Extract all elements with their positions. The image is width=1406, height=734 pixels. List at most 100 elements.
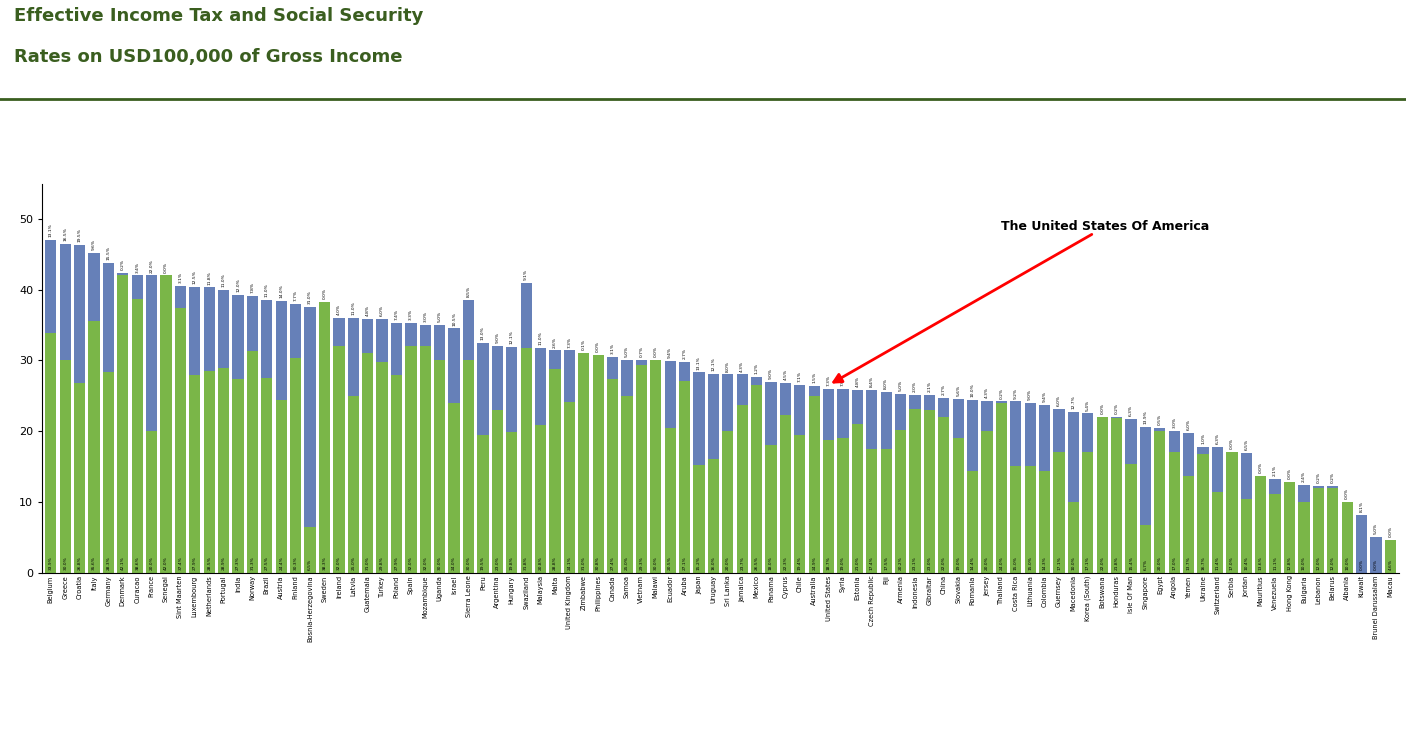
Text: 9.0%: 9.0%	[1028, 389, 1032, 400]
Bar	[1039, 405, 1050, 471]
Bar	[1182, 433, 1194, 476]
Text: 27.5%: 27.5%	[264, 556, 269, 570]
Text: 4.5%: 4.5%	[783, 369, 787, 380]
Text: 1.5%: 1.5%	[813, 372, 817, 383]
Bar	[218, 291, 229, 368]
Bar	[578, 353, 589, 573]
Text: 10.4%: 10.4%	[1244, 556, 1249, 570]
Bar	[665, 361, 676, 427]
Bar	[146, 431, 157, 573]
Bar	[1198, 454, 1209, 573]
Bar	[1011, 466, 1022, 573]
Text: 0.0%: 0.0%	[1360, 559, 1364, 570]
Bar	[866, 390, 877, 449]
Text: 5.4%: 5.4%	[1085, 399, 1090, 410]
Bar	[419, 325, 430, 346]
Bar	[391, 375, 402, 573]
Text: 0.0%: 0.0%	[1388, 526, 1392, 537]
Bar	[232, 379, 243, 573]
Text: 30.3%: 30.3%	[294, 556, 298, 570]
Text: 0.2%: 0.2%	[1330, 473, 1334, 484]
Bar	[463, 300, 474, 360]
Text: 15.4%: 15.4%	[1129, 556, 1133, 570]
Text: 17.0%: 17.0%	[1230, 556, 1234, 570]
Text: 18.7%: 18.7%	[827, 556, 831, 570]
Text: 2.1%: 2.1%	[1272, 465, 1277, 476]
Bar	[621, 360, 633, 396]
Text: 11.1%: 11.1%	[1272, 556, 1277, 570]
Bar	[434, 325, 446, 360]
Bar	[1270, 494, 1281, 573]
Text: 21.8%: 21.8%	[1115, 556, 1119, 570]
Bar	[1226, 452, 1237, 573]
Text: 13.7%: 13.7%	[1187, 556, 1191, 570]
Bar	[953, 399, 965, 438]
Text: 12.0%: 12.0%	[1316, 556, 1320, 570]
Bar	[449, 329, 460, 403]
Text: 23.1%: 23.1%	[912, 556, 917, 570]
Bar	[550, 368, 561, 573]
Bar	[621, 396, 633, 573]
Bar	[1097, 417, 1108, 573]
Text: 7.3%: 7.3%	[568, 337, 571, 348]
Bar	[534, 348, 546, 426]
Bar	[636, 360, 647, 366]
Bar	[1154, 427, 1166, 431]
Bar	[305, 526, 316, 573]
Bar	[103, 263, 114, 372]
Text: 4.3%: 4.3%	[986, 387, 988, 398]
Text: 0.0%: 0.0%	[596, 341, 600, 352]
Text: 6.3%: 6.3%	[1129, 405, 1133, 416]
Bar	[132, 275, 143, 299]
Text: 28.5%: 28.5%	[207, 556, 211, 570]
Bar	[1240, 453, 1251, 499]
Text: 22.0%: 22.0%	[1101, 556, 1104, 570]
Text: 6.3%: 6.3%	[1216, 434, 1219, 445]
Text: 7.7%: 7.7%	[294, 290, 298, 301]
Text: 19.0%: 19.0%	[841, 556, 845, 570]
Bar	[737, 374, 748, 405]
Bar	[103, 372, 114, 573]
Bar	[780, 383, 792, 415]
Bar	[1083, 413, 1094, 451]
Bar	[1327, 487, 1339, 573]
Text: 20.0%: 20.0%	[149, 556, 153, 570]
Text: 17.5%: 17.5%	[884, 556, 889, 570]
Bar	[1140, 525, 1152, 573]
Bar	[190, 287, 201, 375]
Bar	[520, 283, 531, 348]
Text: 11.0%: 11.0%	[538, 331, 543, 345]
Text: 23.0%: 23.0%	[928, 556, 931, 570]
Text: 30.8%: 30.8%	[596, 556, 600, 570]
Text: 6.7%: 6.7%	[1143, 559, 1147, 570]
Bar	[564, 402, 575, 573]
Bar	[117, 273, 128, 275]
Bar	[981, 431, 993, 573]
Text: 23.0%: 23.0%	[495, 556, 499, 570]
Text: 5.0%: 5.0%	[624, 346, 628, 357]
Text: 10.0%: 10.0%	[970, 383, 974, 397]
Text: 15.2%: 15.2%	[697, 556, 702, 570]
Bar	[319, 302, 330, 573]
Text: 11.0%: 11.0%	[352, 302, 356, 315]
Text: 0.0%: 0.0%	[165, 261, 169, 272]
Text: 13.1%: 13.1%	[697, 356, 702, 369]
Bar	[636, 366, 647, 573]
Bar	[405, 323, 416, 346]
Text: 0.0%: 0.0%	[1374, 559, 1378, 570]
Text: 23.7%: 23.7%	[740, 556, 744, 570]
Text: 19.5%: 19.5%	[77, 228, 82, 242]
Text: 15.0%: 15.0%	[1014, 556, 1018, 570]
Bar	[866, 449, 877, 573]
Text: 1.2%: 1.2%	[755, 363, 759, 374]
Bar	[808, 386, 820, 396]
Text: 31.0%: 31.0%	[582, 556, 586, 570]
Bar	[1067, 412, 1078, 502]
Bar	[463, 360, 474, 573]
Text: 0.2%: 0.2%	[1316, 473, 1320, 484]
Text: 25.0%: 25.0%	[624, 556, 628, 570]
Bar	[492, 410, 503, 573]
Bar	[852, 424, 863, 573]
Text: 9.1%: 9.1%	[524, 269, 529, 280]
Bar	[995, 403, 1007, 573]
